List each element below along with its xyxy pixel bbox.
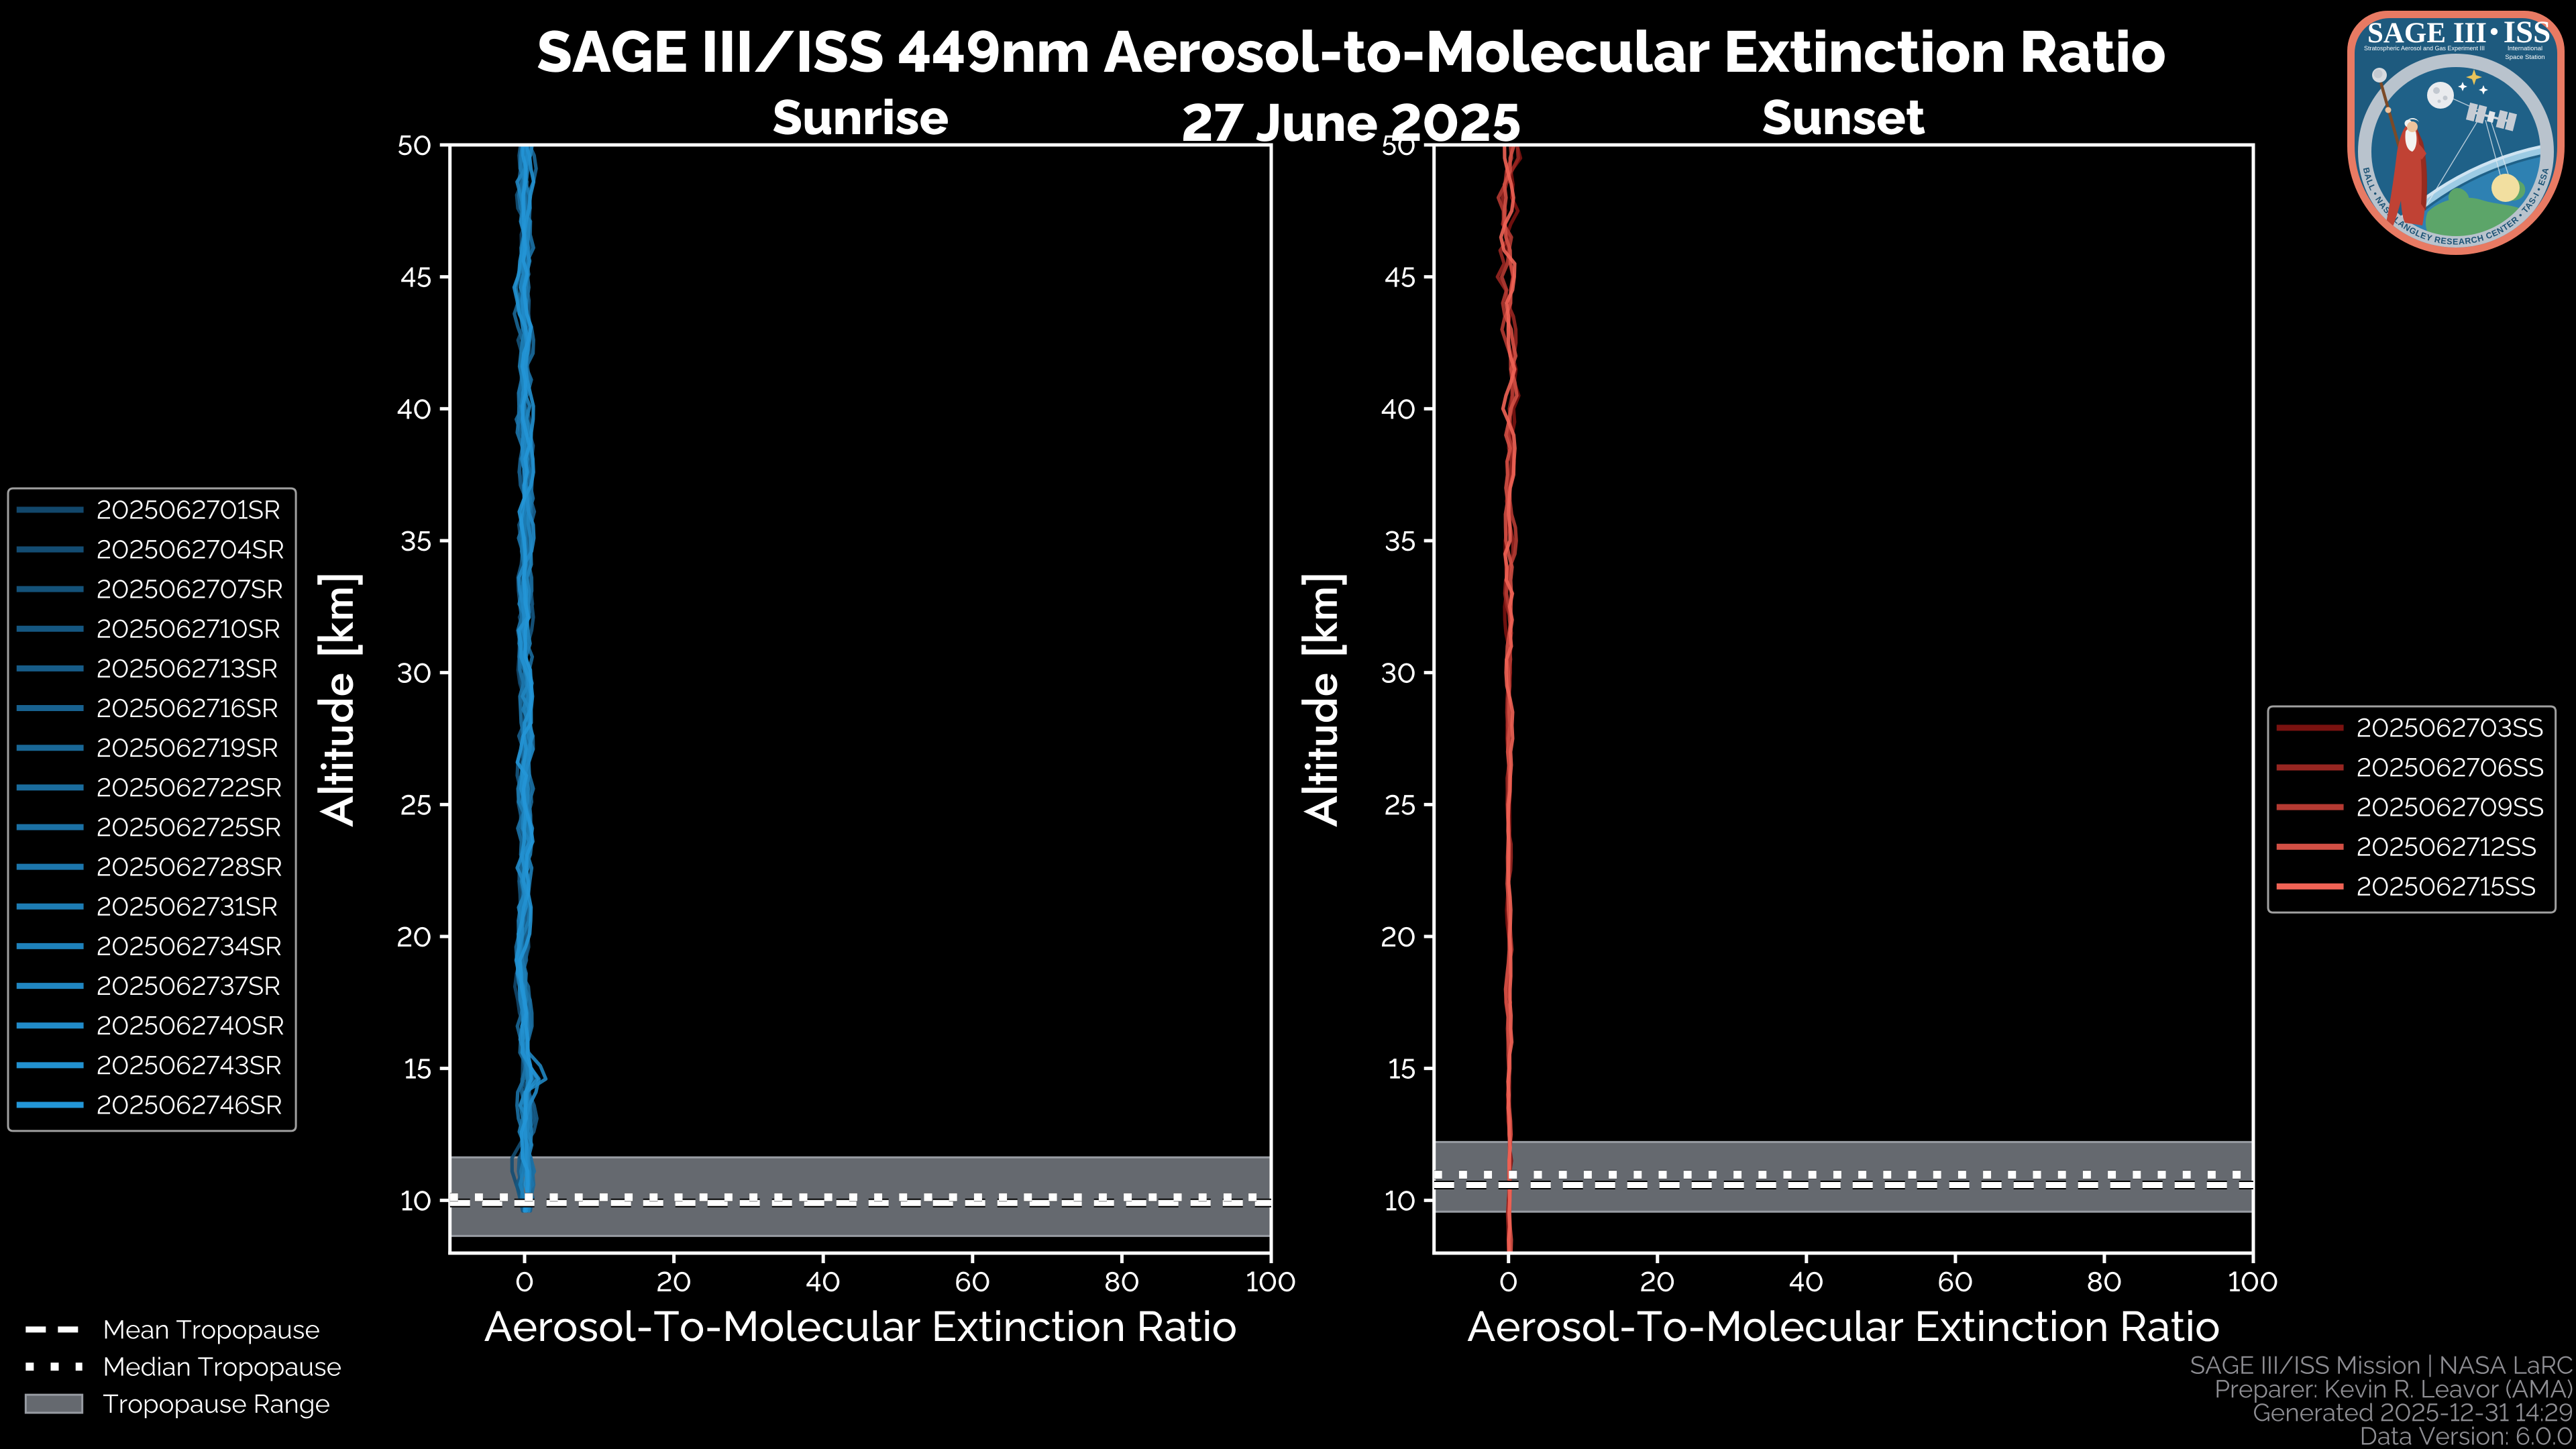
svg-text:Stratospheric Aerosol and Gas: Stratospheric Aerosol and Gas Experiment…	[2364, 45, 2485, 52]
svg-text:SAGE III: SAGE III	[2367, 17, 2487, 49]
svg-text:International: International	[2508, 45, 2542, 52]
svg-text:Space Station: Space Station	[2505, 54, 2544, 61]
svg-text:ISS: ISS	[2504, 15, 2551, 50]
